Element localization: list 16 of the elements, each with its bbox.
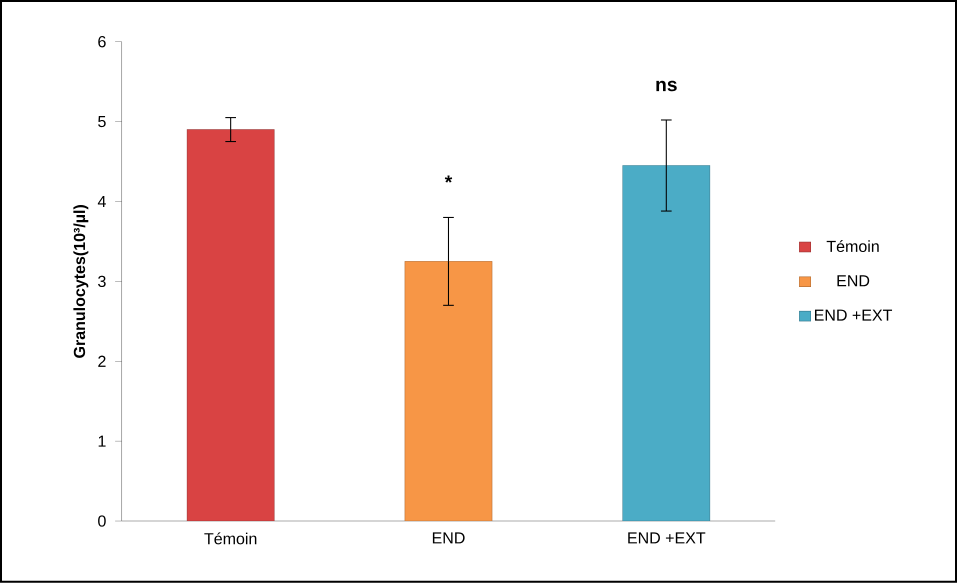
y-axis-title: Granulocytes(10³/µl)	[73, 205, 88, 358]
x-tick-label: Témoin	[204, 532, 256, 544]
x-tick-label: END +EXT	[628, 532, 706, 544]
legend-label: Témoin	[826, 240, 879, 252]
y-tick-label: 2	[98, 356, 106, 367]
annotation: ns	[656, 80, 677, 92]
y-tick-label: 3	[98, 276, 106, 288]
y-tick-label: 4	[98, 196, 106, 208]
y-tick-label: 0	[98, 515, 106, 527]
y-tick-label: 6	[98, 36, 106, 48]
legend-label: END	[837, 275, 870, 286]
y-tick-label: 5	[98, 116, 106, 128]
y-tick-label: 1	[98, 436, 106, 447]
x-tick-label: END	[432, 532, 465, 544]
legend-label: END +EXT	[814, 310, 892, 321]
annotation: *	[444, 176, 452, 183]
